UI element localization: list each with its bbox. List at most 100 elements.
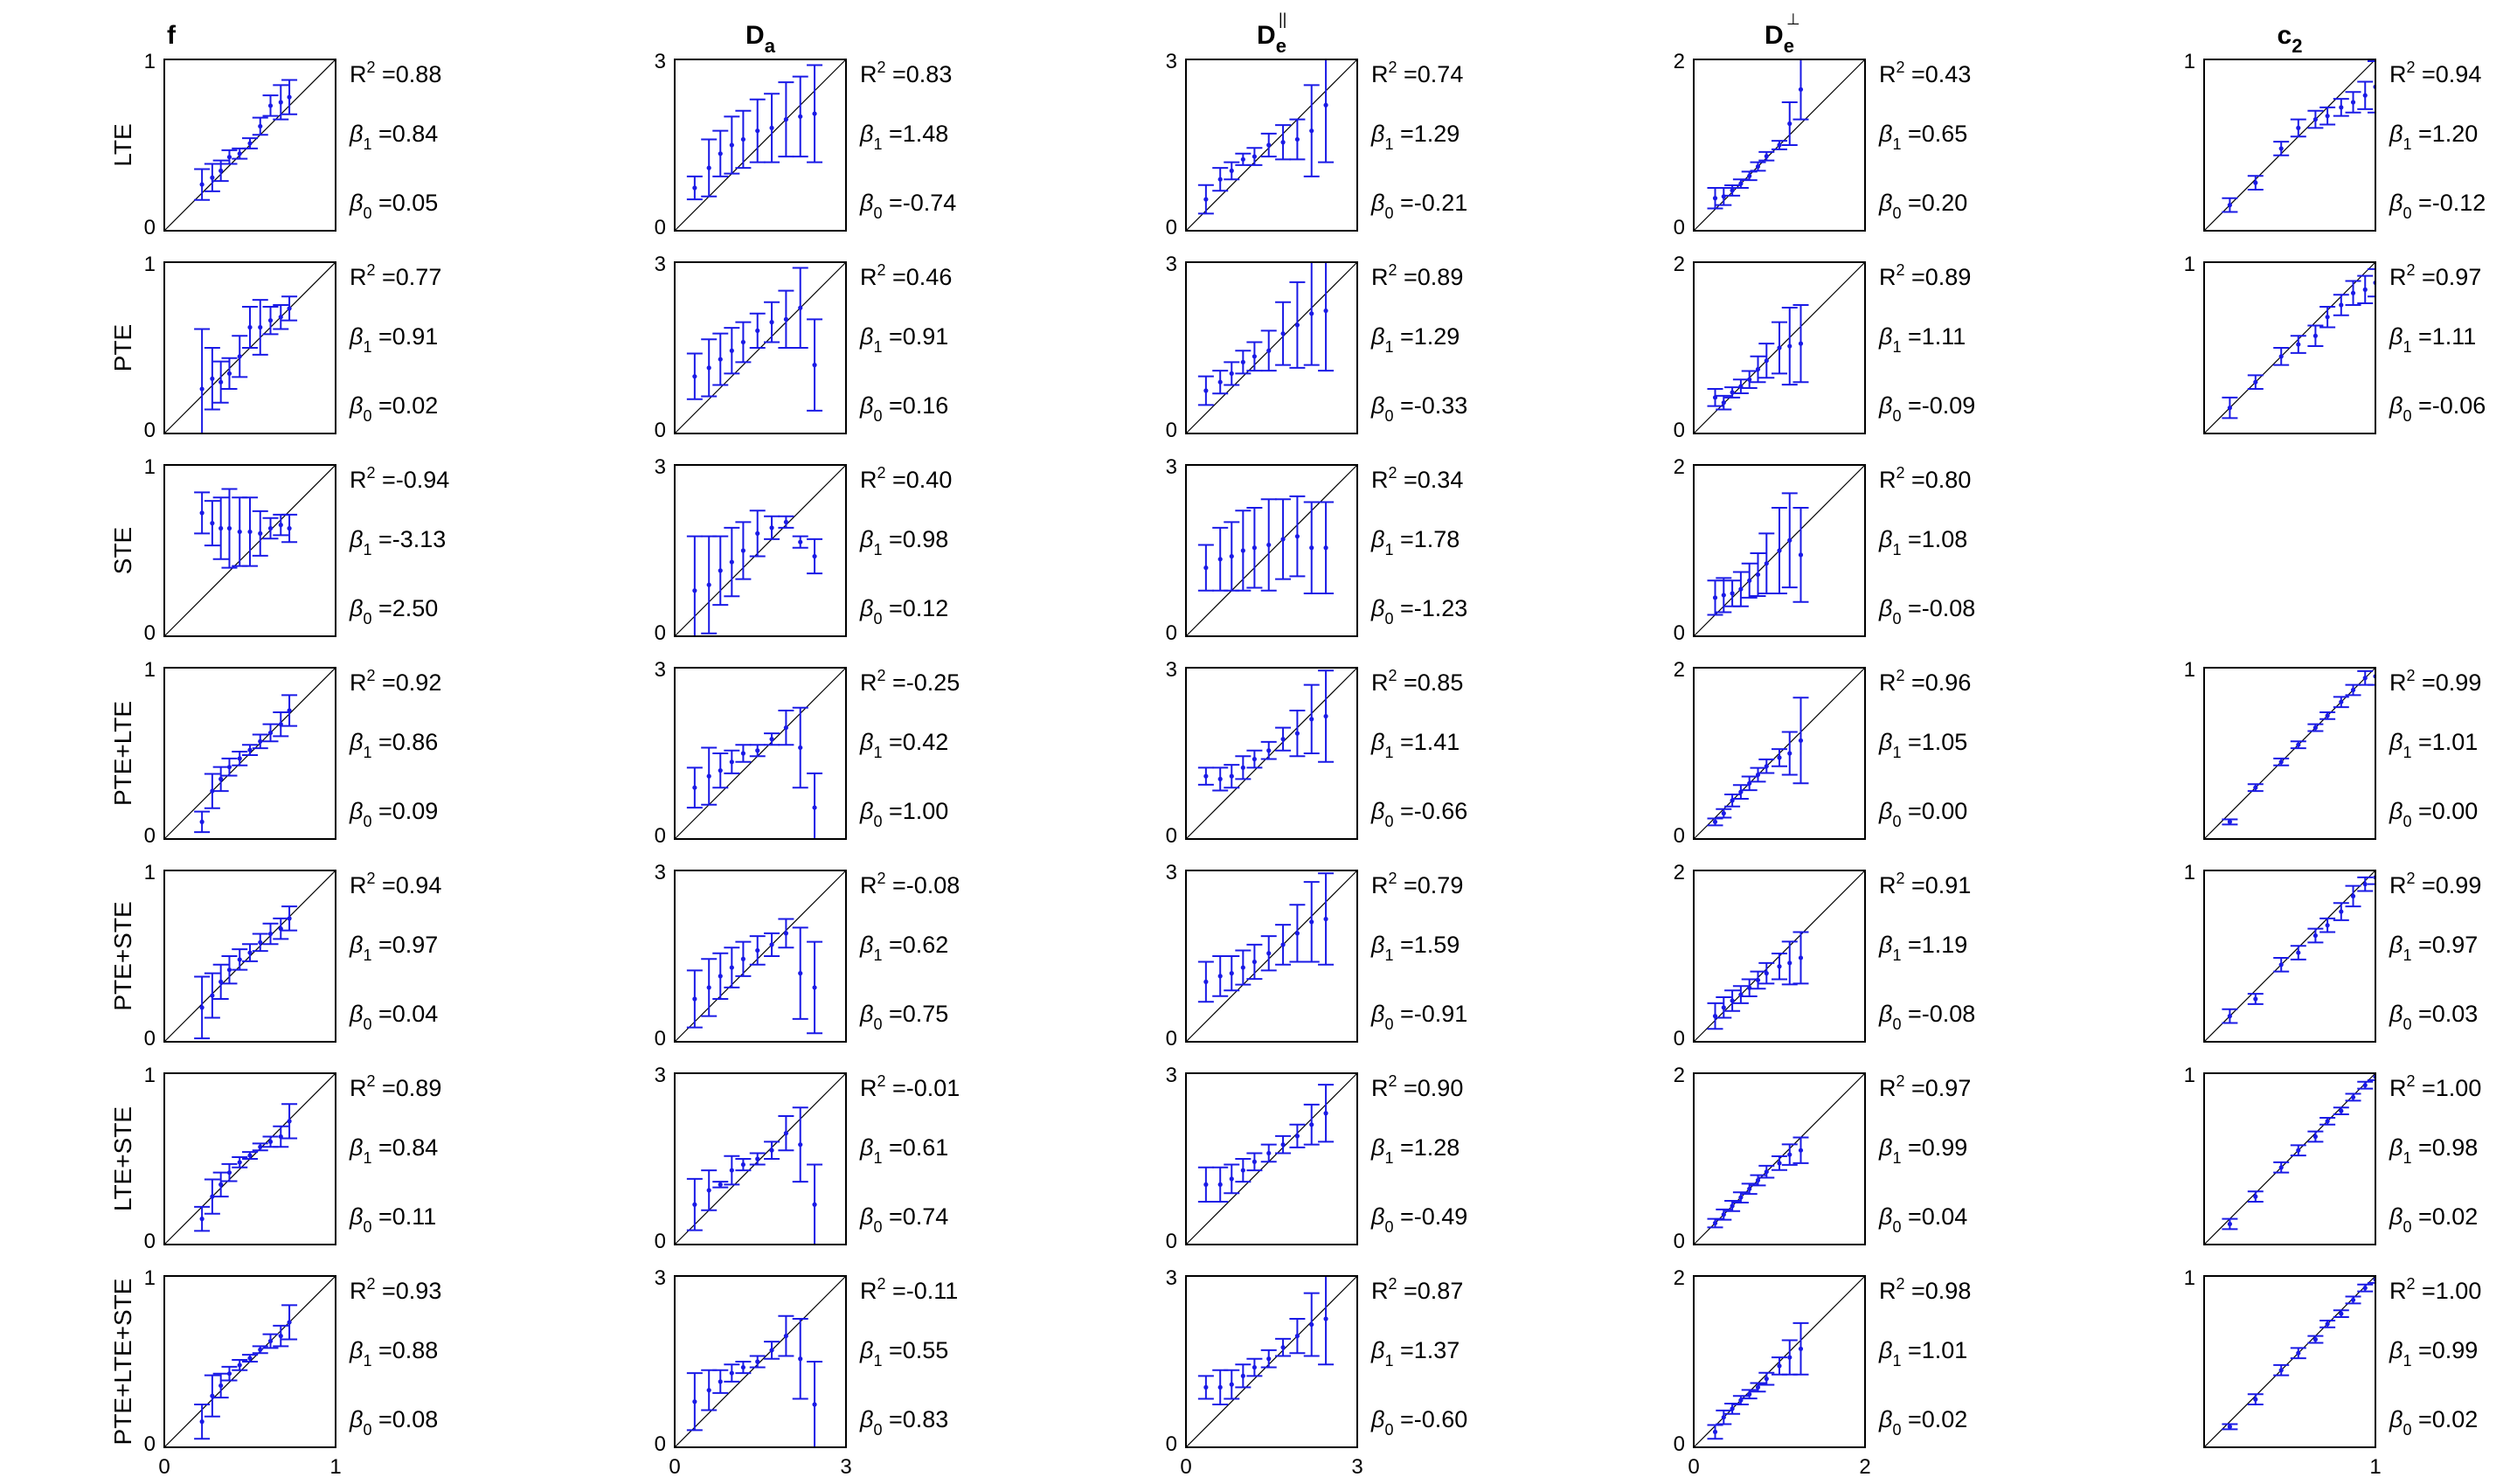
stat-symbol: β <box>1370 1134 1384 1161</box>
y-tick-min: 0 <box>1674 1027 1685 1051</box>
data-point <box>1309 1122 1314 1127</box>
stat-value: =0.97 <box>2416 264 2482 290</box>
errorbar-point <box>212 496 229 560</box>
y-tick-max: 2 <box>1674 658 1685 682</box>
y-tick-max: 3 <box>655 253 666 276</box>
errorbar-point <box>1318 501 1335 594</box>
y-tick-max: 3 <box>655 861 666 884</box>
stat-symbol: β <box>859 121 873 147</box>
data-point <box>2339 699 2344 704</box>
data-point <box>287 525 292 531</box>
axes-box <box>163 667 336 840</box>
errorbar-point <box>1792 59 1809 121</box>
errorbar-point <box>1750 970 1766 990</box>
stat-b1: β1 =1.48 <box>859 121 948 153</box>
stat-sup: 2 <box>877 464 886 482</box>
stat-value: =0.04 <box>1901 1203 1967 1230</box>
errorbar-point <box>807 772 823 839</box>
errorbar-point <box>1303 683 1320 754</box>
marks <box>1707 931 1809 1030</box>
stat-value: =0.96 <box>1905 669 1972 696</box>
data-point <box>2325 315 2330 320</box>
errorbar-point <box>281 79 298 115</box>
stat-sub: 1 <box>1384 135 1393 153</box>
stat-b1: β1 =1.78 <box>1370 526 1460 558</box>
stat-symbol: β <box>349 798 363 824</box>
errorbar-point <box>2357 1283 2374 1293</box>
y-tick-min: 0 <box>144 824 156 848</box>
errorbar-point <box>1289 281 1306 369</box>
errorbar-point <box>1246 749 1263 769</box>
data-point <box>1217 177 1223 182</box>
errorbar-point <box>764 732 780 746</box>
stat-r2: R2 =0.77 <box>350 261 441 290</box>
errorbar-point <box>792 1318 808 1400</box>
data-point <box>199 1419 205 1425</box>
data-point <box>1323 1316 1328 1321</box>
errorbar-point <box>252 933 268 953</box>
column-title-base: c <box>2278 21 2292 50</box>
data-point <box>798 745 803 751</box>
errorbar-point <box>212 360 229 404</box>
stat-sup: 2 <box>1896 667 1905 684</box>
data-point <box>706 773 711 779</box>
errorbar-point <box>1716 187 1732 206</box>
data-point <box>729 348 734 353</box>
stat-b1: β1 =1.08 <box>1878 526 1967 558</box>
axes-box <box>163 464 336 637</box>
stat-value: =0.91 <box>1905 872 1972 898</box>
stat-symbol: R <box>1879 467 1896 493</box>
stat-symbol: R <box>350 1278 367 1304</box>
stat-b1: β1 =0.61 <box>859 1134 948 1167</box>
stat-value: =1.11 <box>1901 323 1966 350</box>
data-point <box>1323 308 1328 314</box>
data-point <box>1730 188 1735 193</box>
data-point <box>237 1160 242 1165</box>
stat-value: =0.99 <box>2416 669 2482 696</box>
errorbar-point <box>242 1354 258 1363</box>
stat-value: =1.05 <box>1901 729 1967 755</box>
stat-symbol: β <box>2389 392 2403 419</box>
errorbar-point <box>212 1372 229 1399</box>
stat-value: =0.08 <box>371 1406 438 1432</box>
data-point <box>2296 1148 2301 1153</box>
stat-b1: β1 =0.99 <box>1878 1134 1967 1167</box>
marks <box>2222 1073 2375 1231</box>
data-point <box>1280 1142 1286 1148</box>
stat-symbol: β <box>2389 729 2403 755</box>
axes-box <box>1693 59 1866 232</box>
errorbar-point <box>2319 711 2336 720</box>
errorbar-point <box>735 109 752 170</box>
stat-symbol: β <box>1878 1001 1892 1027</box>
y-tick-min: 0 <box>144 621 156 645</box>
stat-sup: 2 <box>1896 870 1905 887</box>
data-point <box>1747 173 1752 178</box>
errorbar-point <box>1781 731 1798 776</box>
data-point <box>2227 1221 2232 1227</box>
y-tick-min: 0 <box>1166 1432 1177 1456</box>
stat-sup: 2 <box>1389 870 1397 887</box>
data-point <box>218 168 224 173</box>
data-point <box>1798 1148 1804 1153</box>
data-point <box>1764 971 1769 976</box>
data-point <box>199 386 205 392</box>
stat-symbol: β <box>2389 1406 2403 1432</box>
stat-r2: R2 =-0.25 <box>860 667 960 696</box>
stat-b1: β1 =0.97 <box>349 932 438 964</box>
stat-sup: 2 <box>1389 59 1397 76</box>
stat-sub: 0 <box>1892 205 1901 222</box>
stat-value: =0.02 <box>2411 1203 2478 1230</box>
stat-symbol: R <box>1371 467 1389 493</box>
data-point <box>1777 755 1782 760</box>
stat-sub: 1 <box>2403 947 2411 964</box>
stat-b0: β0 =0.05 <box>349 190 438 222</box>
y-tick-min: 0 <box>1166 824 1177 848</box>
stat-value: =0.00 <box>1901 798 1967 824</box>
stat-sub: 1 <box>1384 541 1393 558</box>
errorbar-point <box>1781 1143 1798 1166</box>
data-point <box>740 548 746 553</box>
errorbar-point <box>252 510 268 557</box>
y-tick-max: 1 <box>2184 658 2195 682</box>
stat-value: =0.89 <box>376 1075 442 1101</box>
